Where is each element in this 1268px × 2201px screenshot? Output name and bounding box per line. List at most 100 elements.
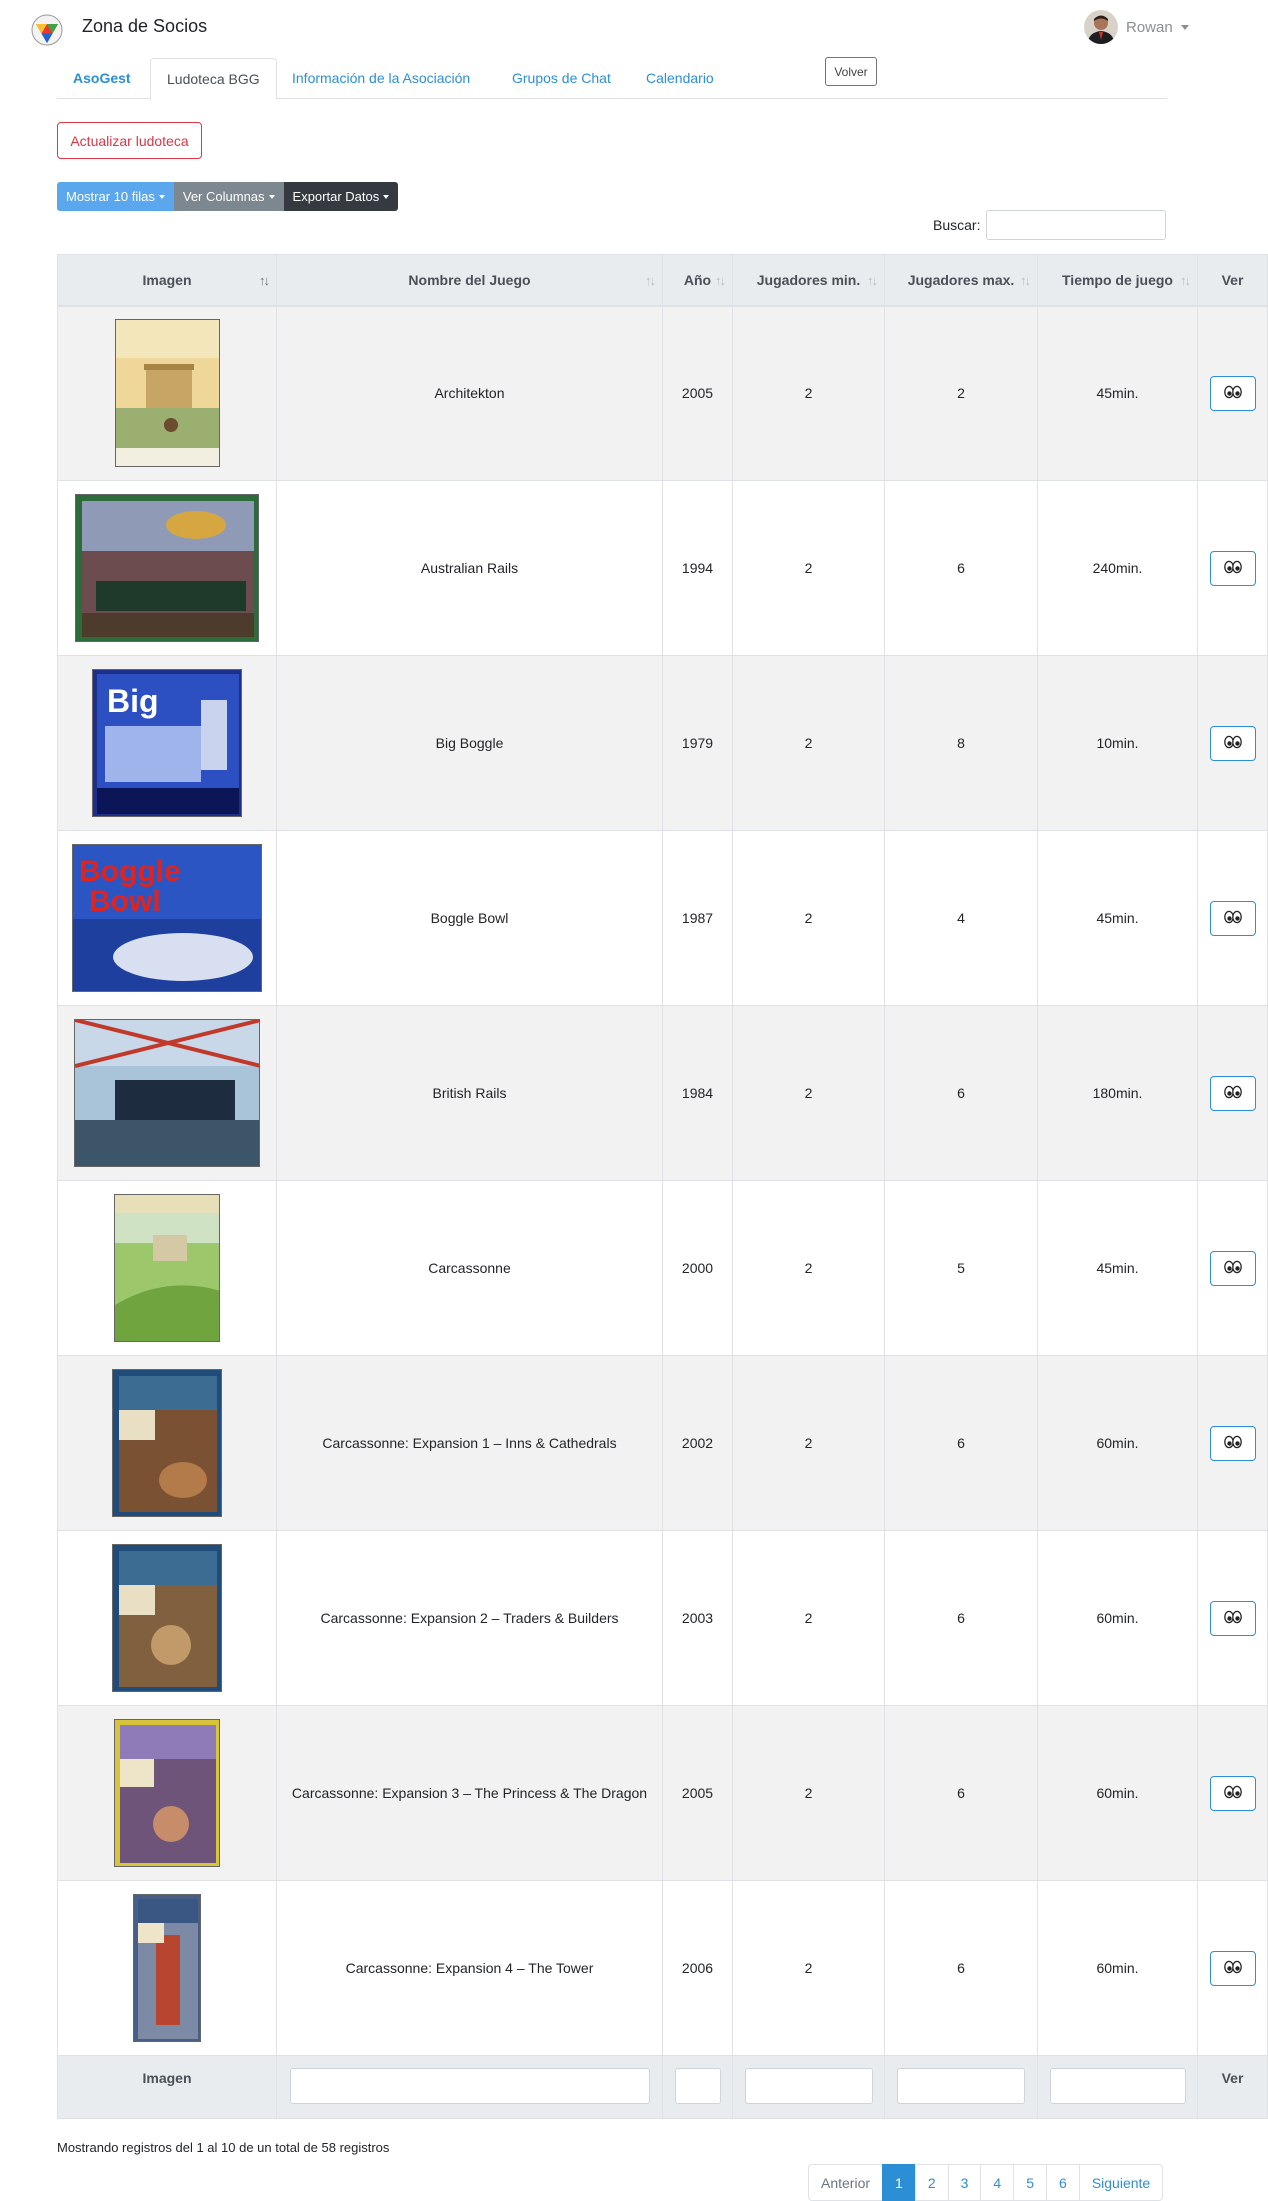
game-cover-image xyxy=(114,319,220,468)
filter-min-players-input[interactable] xyxy=(744,2068,873,2104)
game-max-players: 5 xyxy=(884,1180,1038,1356)
table-row: Boggle Bowl Boggle Bowl 1987 2 4 45min. xyxy=(57,830,1268,1006)
game-year: 1979 xyxy=(662,655,733,831)
game-year: 2005 xyxy=(662,305,733,481)
eyes-icon xyxy=(1223,735,1242,752)
view-game-button[interactable] xyxy=(1209,1600,1256,1636)
table-footer-row: Imagen Ver xyxy=(57,2055,1268,2119)
game-cover-image: Big xyxy=(92,669,242,817)
navbar: Zona de Socios Rowan xyxy=(0,0,1268,56)
header-playing-time[interactable]: Tiempo de juego ↑↓ xyxy=(1037,254,1198,307)
app-title[interactable]: Zona de Socios xyxy=(82,16,208,36)
game-playing-time: 60min. xyxy=(1037,1880,1198,2056)
header-max-players[interactable]: Jugadores max. ↑↓ xyxy=(884,254,1038,307)
eyes-icon xyxy=(1223,1785,1242,1802)
game-name: Carcassonne xyxy=(276,1180,663,1356)
game-name: Big Boggle xyxy=(276,655,663,831)
page-2-button[interactable]: 2 xyxy=(914,2164,949,2201)
eyes-icon xyxy=(1223,385,1242,402)
page-1-button[interactable]: 1 xyxy=(882,2164,916,2201)
game-name: British Rails xyxy=(276,1005,663,1181)
logo-icon[interactable] xyxy=(30,13,64,47)
page-3-button[interactable]: 3 xyxy=(947,2164,982,2201)
view-game-button[interactable] xyxy=(1209,725,1256,761)
game-year: 2006 xyxy=(662,1880,733,2056)
game-max-players: 6 xyxy=(884,1005,1038,1181)
chevron-down-icon xyxy=(1180,24,1189,30)
avatar xyxy=(1084,10,1118,44)
table-row: Carcassonne: Expansion 4 – The Tower 2006… xyxy=(57,1880,1268,2056)
tab-informacion-asociacion[interactable]: Información de la Asociación xyxy=(292,70,471,86)
view-game-button[interactable] xyxy=(1209,550,1256,586)
game-year: 2005 xyxy=(662,1705,733,1881)
game-cover-image xyxy=(112,1369,222,1517)
game-year: 1994 xyxy=(662,480,733,656)
caret-down-icon xyxy=(383,194,390,199)
caret-down-icon xyxy=(268,194,275,199)
table-row: British Rails 1984 2 6 180min. xyxy=(57,1005,1268,1181)
sort-icon: ↑↓ xyxy=(867,273,878,288)
game-max-players: 6 xyxy=(884,1880,1038,2056)
view-game-button[interactable] xyxy=(1209,1075,1256,1111)
prev-page-button[interactable]: Anterior xyxy=(808,2164,884,2201)
filter-playing-time-input[interactable] xyxy=(1049,2068,1186,2104)
games-table: Imagen ↑↓ Nombre del Juego ↑↓ Año ↑↓ Jugado… xyxy=(57,254,1268,2119)
page-6-button[interactable]: 6 xyxy=(1046,2164,1080,2201)
game-playing-time: 60min. xyxy=(1037,1705,1198,1881)
rows-per-page-button[interactable]: Mostrar 10 filas xyxy=(57,182,174,211)
table-row: Carcassonne 2000 2 5 45min. xyxy=(57,1180,1268,1356)
pagination: Anterior 1 2 3 4 5 6 Siguiente xyxy=(808,2164,1164,2201)
table-row: Carcassonne: Expansion 2 – Traders & Bui… xyxy=(57,1530,1268,1706)
tab-grupos-chat[interactable]: Grupos de Chat xyxy=(512,70,611,86)
game-cover-cell xyxy=(57,480,277,656)
view-game-button[interactable] xyxy=(1209,375,1256,411)
game-name: Carcassonne: Expansion 2 – Traders & Bui… xyxy=(276,1530,663,1706)
rows-per-page-label: Mostrar 10 filas xyxy=(66,189,155,204)
game-cover-cell xyxy=(57,1705,277,1881)
header-year[interactable]: Año ↑↓ xyxy=(662,254,733,307)
caret-down-icon xyxy=(158,194,165,199)
tab-asogest[interactable]: AsoGest xyxy=(73,70,131,86)
game-max-players: 8 xyxy=(884,655,1038,831)
export-data-button[interactable]: Exportar Datos xyxy=(283,182,399,211)
export-data-label: Exportar Datos xyxy=(292,189,380,204)
game-cover-cell xyxy=(57,1530,277,1706)
game-name: Architekton xyxy=(276,305,663,481)
update-library-button[interactable]: Actualizar ludoteca xyxy=(57,122,202,159)
view-game-button[interactable] xyxy=(1209,1775,1256,1811)
page-4-button[interactable]: 4 xyxy=(980,2164,1015,2201)
user-menu[interactable]: Rowan xyxy=(1084,10,1189,44)
view-game-button[interactable] xyxy=(1209,1250,1256,1286)
view-game-button[interactable] xyxy=(1209,1425,1256,1461)
filter-year-input[interactable] xyxy=(674,2068,721,2104)
filter-name-input[interactable] xyxy=(289,2068,650,2104)
back-button[interactable]: Volver xyxy=(825,57,877,86)
header-name[interactable]: Nombre del Juego ↑↓ xyxy=(276,254,663,307)
user-name: Rowan xyxy=(1126,18,1173,36)
column-visibility-button[interactable]: Ver Columnas xyxy=(173,182,284,211)
svg-text:Boggle: Boggle xyxy=(79,855,181,888)
eyes-icon xyxy=(1223,1085,1242,1102)
next-page-button[interactable]: Siguiente xyxy=(1078,2164,1164,2201)
table-row: Architekton 2005 2 2 45min. xyxy=(57,305,1268,481)
view-game-button[interactable] xyxy=(1209,1950,1256,1986)
game-cover-cell xyxy=(57,305,277,481)
tab-calendario[interactable]: Calendario xyxy=(646,70,714,86)
game-cover-image xyxy=(75,494,259,642)
game-name: Carcassonne: Expansion 1 – Inns & Cathed… xyxy=(276,1355,663,1531)
filter-max-players-input[interactable] xyxy=(897,2068,1025,2104)
game-min-players: 2 xyxy=(732,1355,885,1531)
eyes-icon xyxy=(1223,1435,1242,1452)
page-5-button[interactable]: 5 xyxy=(1013,2164,1048,2201)
game-min-players: 2 xyxy=(732,1705,885,1881)
search-input[interactable] xyxy=(986,210,1167,240)
game-cover-image xyxy=(112,1544,222,1692)
view-game-button[interactable] xyxy=(1209,900,1256,936)
search-label: Buscar: xyxy=(933,217,981,233)
tab-ludoteca-bgg[interactable]: Ludoteca BGG xyxy=(150,58,277,100)
header-min-players[interactable]: Jugadores min. ↑↓ xyxy=(732,254,885,307)
game-min-players: 2 xyxy=(732,655,885,831)
header-image[interactable]: Imagen ↑↓ xyxy=(57,254,277,307)
game-cover-cell xyxy=(57,1180,277,1356)
svg-text:Bowl: Bowl xyxy=(89,885,161,918)
